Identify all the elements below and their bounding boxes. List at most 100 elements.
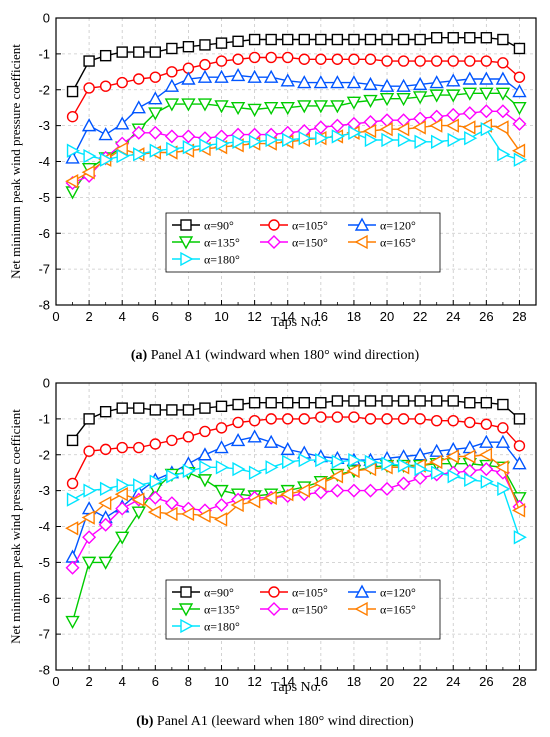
- data-point: [397, 55, 410, 67]
- series-6: [66, 452, 527, 545]
- data-point: [98, 556, 113, 570]
- data-point: [315, 33, 327, 46]
- data-point: [131, 492, 145, 507]
- legend-label: α=105°: [292, 219, 328, 233]
- data-point: [512, 456, 527, 470]
- data-point: [313, 75, 329, 89]
- data-point: [429, 75, 444, 89]
- data-point: [282, 454, 296, 470]
- data-point: [133, 147, 147, 162]
- series-2: [65, 67, 527, 164]
- data-point: [133, 402, 145, 414]
- series-3: [65, 87, 527, 200]
- data-point: [199, 138, 213, 153]
- data-point: [230, 497, 244, 513]
- data-point: [330, 100, 345, 114]
- data-point: [513, 440, 526, 452]
- data-point: [232, 416, 244, 429]
- series-line: [72, 400, 520, 441]
- data-point: [381, 395, 393, 407]
- data-point: [397, 132, 412, 148]
- data-point: [511, 143, 526, 158]
- x-tick-label: 22: [413, 309, 427, 324]
- data-point: [263, 434, 279, 448]
- data-point: [116, 478, 130, 493]
- data-point: [513, 152, 527, 167]
- data-point: [197, 474, 213, 488]
- data-point: [247, 429, 262, 443]
- data-point: [199, 402, 211, 414]
- legend-label: α=135°: [204, 603, 240, 617]
- legend-swatch-marker: [180, 618, 194, 634]
- data-point: [81, 118, 97, 132]
- data-point: [480, 32, 493, 44]
- x-tick-label: 12: [247, 309, 261, 324]
- data-point: [148, 107, 163, 121]
- data-point: [166, 404, 178, 416]
- x-tick-label: 16: [314, 674, 328, 689]
- data-point: [199, 425, 211, 438]
- y-tick-label: -6: [38, 591, 50, 606]
- data-point: [348, 125, 362, 140]
- legend-label: α=180°: [204, 253, 240, 267]
- caption-a-label: (a): [130, 348, 148, 363]
- legend-swatch-marker: [180, 219, 192, 231]
- data-point: [230, 101, 246, 116]
- data-point: [280, 73, 295, 87]
- data-point: [182, 139, 196, 155]
- data-point: [414, 413, 426, 425]
- data-point: [232, 461, 246, 477]
- data-point: [265, 132, 279, 148]
- data-point: [381, 33, 393, 46]
- data-point: [381, 413, 393, 425]
- data-point: [331, 33, 344, 46]
- legend-entry: α=165°: [348, 234, 416, 250]
- data-point: [512, 116, 527, 131]
- data-point: [149, 46, 162, 58]
- data-point: [462, 120, 476, 135]
- data-point: [248, 51, 261, 64]
- data-point: [480, 55, 493, 67]
- caption-b: (b) Panel A1 (leeward when 180° wind dir…: [0, 714, 550, 730]
- y-tick-label: -8: [38, 298, 50, 313]
- data-point: [513, 413, 526, 425]
- data-point: [396, 122, 410, 137]
- data-point: [197, 69, 213, 83]
- data-point: [363, 94, 378, 108]
- data-point: [346, 463, 360, 479]
- data-point: [197, 508, 211, 523]
- data-point: [81, 165, 95, 180]
- data-point: [248, 397, 261, 409]
- data-point: [363, 76, 378, 91]
- series-line: [71, 463, 521, 622]
- data-point: [232, 35, 244, 48]
- data-point: [148, 125, 163, 140]
- data-point: [480, 122, 494, 137]
- data-point: [265, 460, 279, 475]
- data-point: [413, 471, 428, 486]
- data-point: [313, 120, 328, 135]
- series-line: [72, 128, 520, 161]
- x-tick-label: 24: [446, 674, 460, 689]
- data-point: [363, 483, 378, 498]
- data-point: [462, 106, 477, 121]
- data-point: [214, 484, 229, 499]
- y-tick-label: -2: [38, 447, 50, 462]
- x-tick-label: 2: [85, 674, 92, 689]
- data-point: [348, 53, 360, 65]
- data-point: [330, 483, 345, 498]
- data-point: [430, 465, 445, 480]
- data-point: [296, 483, 310, 498]
- data-point: [511, 503, 526, 518]
- data-point: [149, 438, 162, 450]
- data-point: [181, 98, 196, 112]
- data-point: [199, 58, 211, 71]
- data-point: [397, 33, 410, 46]
- data-point: [479, 462, 494, 477]
- data-point: [497, 33, 509, 46]
- legend-entry: α=135°: [172, 236, 240, 250]
- data-point: [180, 506, 195, 522]
- legend-entry: α=120°: [348, 217, 416, 233]
- x-tick-label: 28: [512, 309, 526, 324]
- data-point: [230, 67, 246, 82]
